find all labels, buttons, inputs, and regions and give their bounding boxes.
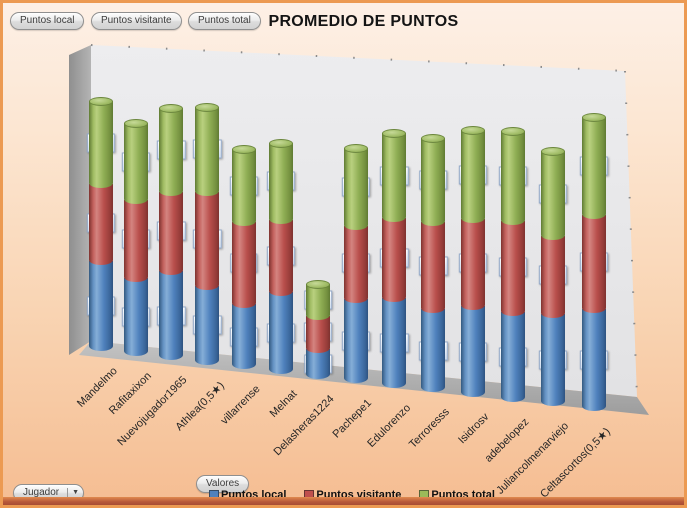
jugador-label: Jugador — [23, 487, 60, 498]
chevron-down-icon: ▼ — [72, 489, 80, 496]
window-bottom-edge — [3, 497, 684, 505]
chart-title: PROMEDIO DE PUNTOS — [268, 13, 459, 30]
plot-area-3d — [69, 44, 649, 415]
field-button-puntos-total[interactable]: Puntos total — [188, 12, 261, 30]
field-button-puntos-local[interactable]: Puntos local — [10, 12, 85, 30]
chart-side-wall — [69, 45, 91, 355]
field-button-valores[interactable]: Valores — [196, 475, 250, 493]
field-button-puntos-visitante[interactable]: Puntos visitante — [90, 12, 182, 30]
chart-back-wall — [91, 45, 637, 397]
dropdown-separator — [67, 487, 69, 499]
pivot-field-buttons: Puntos local Puntos visitante Puntos tot… — [10, 10, 263, 30]
